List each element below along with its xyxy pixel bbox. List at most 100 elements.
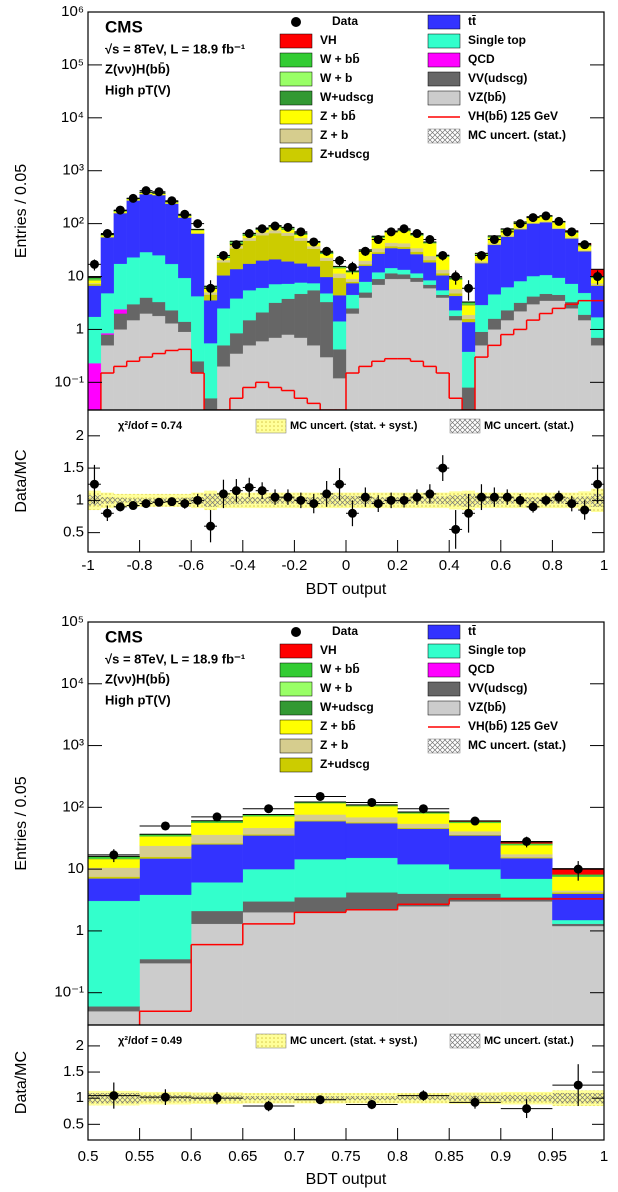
stack-bar bbox=[100, 333, 114, 335]
stack-bar bbox=[345, 817, 398, 823]
stack-bar bbox=[552, 919, 604, 925]
stack-bar bbox=[165, 310, 179, 324]
legend-label: Data bbox=[332, 624, 358, 638]
legend-swatch bbox=[279, 738, 313, 754]
stack-bar bbox=[539, 293, 553, 301]
legend-label: Z+udscg bbox=[320, 147, 370, 161]
stack-bar bbox=[152, 255, 166, 303]
stack-bar bbox=[216, 275, 231, 309]
stack-bar bbox=[320, 301, 334, 358]
data-point bbox=[141, 186, 151, 196]
legend-swatch bbox=[279, 719, 313, 735]
stack-bar bbox=[165, 263, 179, 311]
annotation: Z(νν)H(bb̄) bbox=[105, 671, 170, 686]
stack-bar bbox=[88, 283, 102, 286]
data-point bbox=[335, 256, 345, 266]
stack-bar bbox=[474, 261, 489, 263]
stack-bar bbox=[410, 277, 424, 282]
stack-bar bbox=[384, 267, 398, 274]
stack-bar bbox=[500, 853, 553, 858]
stack-bar bbox=[332, 273, 347, 279]
y-tick-label: 10⁵ bbox=[61, 613, 84, 630]
ratio-point bbox=[109, 1091, 119, 1101]
data-point bbox=[502, 227, 512, 237]
stack-bar bbox=[139, 836, 192, 846]
uncert-band bbox=[126, 498, 140, 503]
data-point bbox=[451, 272, 461, 282]
data-point bbox=[283, 222, 293, 232]
legend-swatch bbox=[279, 33, 313, 49]
stack-bar bbox=[371, 253, 385, 273]
stack-bar bbox=[384, 246, 398, 249]
legend-label: MC uncert. (stat. + syst.) bbox=[290, 420, 418, 432]
stack-bar bbox=[242, 345, 256, 410]
y-tick-label: 10² bbox=[62, 215, 84, 232]
stack-bar bbox=[449, 835, 501, 870]
stack-bar bbox=[500, 878, 553, 898]
stack-bar bbox=[423, 280, 437, 285]
annotation: CMS bbox=[105, 17, 143, 36]
stack-bar bbox=[590, 337, 604, 346]
stack-bar bbox=[113, 329, 127, 410]
ratio-point bbox=[167, 497, 177, 507]
stack-bar bbox=[216, 345, 231, 367]
legend-swatch bbox=[279, 147, 313, 163]
x-tick-label: 0.85 bbox=[435, 1148, 464, 1165]
uncert-band bbox=[113, 497, 127, 503]
annotation: CMS bbox=[105, 627, 143, 646]
legend-label: W+udscg bbox=[320, 700, 374, 714]
stack-bar bbox=[436, 290, 450, 296]
stack-bar bbox=[449, 288, 463, 294]
stack-bar bbox=[178, 331, 192, 410]
legend-marker bbox=[291, 17, 301, 27]
uncert-band bbox=[242, 497, 256, 504]
stack-bar bbox=[242, 912, 295, 1025]
stack-bar bbox=[332, 321, 347, 350]
stack-bar bbox=[294, 240, 308, 264]
data-point bbox=[296, 227, 306, 237]
legend-label: VH(bb̄) 125 GeV bbox=[468, 109, 558, 123]
data-point bbox=[257, 224, 267, 234]
stack-bar bbox=[487, 329, 501, 410]
stack-bar bbox=[487, 294, 501, 319]
stack-bar bbox=[307, 246, 321, 249]
ratio-point bbox=[567, 499, 577, 509]
ratio-point bbox=[322, 489, 332, 499]
stack-bar bbox=[397, 828, 450, 865]
data-point bbox=[412, 229, 422, 239]
stack-bar bbox=[139, 894, 192, 960]
stack-bar bbox=[500, 858, 553, 879]
stack-bar bbox=[371, 251, 385, 254]
ratio-point bbox=[115, 502, 125, 512]
stack-bar bbox=[320, 293, 334, 303]
stack-bar bbox=[294, 237, 308, 241]
data-point bbox=[264, 804, 274, 814]
x-tick-label: -0.8 bbox=[127, 557, 153, 574]
stack-bar bbox=[88, 878, 140, 902]
stack-bar bbox=[229, 268, 243, 299]
x-tick-label: 0.6 bbox=[181, 1148, 202, 1165]
stack-bar bbox=[332, 349, 347, 379]
stack-bar bbox=[436, 297, 450, 410]
legend-swatch bbox=[279, 128, 313, 144]
y-tick-label: 10 bbox=[67, 860, 84, 877]
legend-label: Single top bbox=[468, 33, 526, 47]
y-tick-label: 10⁻¹ bbox=[54, 984, 84, 1001]
stack-bar bbox=[332, 295, 347, 322]
stack-bar bbox=[436, 275, 450, 291]
legend-swatch bbox=[427, 71, 461, 87]
ratio-point bbox=[360, 492, 370, 502]
legend-swatch bbox=[279, 643, 313, 659]
legend-label: VH(bb̄) 125 GeV bbox=[468, 719, 558, 733]
stack-bar bbox=[191, 822, 243, 835]
stack-bar bbox=[423, 255, 437, 261]
ratio-point bbox=[451, 524, 461, 534]
legend-label: tt̄ bbox=[468, 624, 476, 638]
stack-bar bbox=[436, 269, 450, 274]
stack-bar bbox=[229, 248, 243, 270]
stack-bar bbox=[216, 262, 231, 276]
stack-bar bbox=[139, 845, 192, 857]
stack-bar bbox=[474, 262, 489, 306]
ratio-point bbox=[160, 1092, 170, 1102]
x-tick-label: 1 bbox=[600, 1148, 608, 1165]
